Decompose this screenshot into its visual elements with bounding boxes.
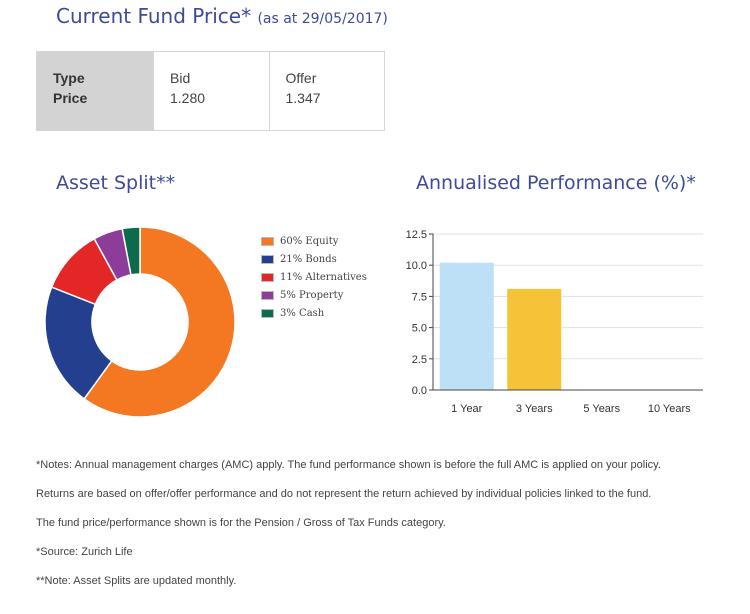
legend-item: 5% Property	[261, 286, 367, 304]
y-tick-label: 5.0	[412, 323, 427, 335]
bid-cell: Bid 1.280	[153, 51, 270, 131]
x-tick-label: 10 Years	[648, 403, 691, 415]
note-amc: *Notes: Annual management charges (AMC) …	[36, 459, 661, 471]
bid-type: Bid	[170, 70, 191, 86]
asset-split-title: Asset Split**	[56, 172, 176, 194]
offer-price: 1.347	[285, 90, 321, 106]
fund-price-title: Current Fund Price* (as at 29/05/2017)	[56, 4, 388, 28]
legend-label: 60% Equity	[280, 235, 339, 247]
fund-price-table: Type Price Bid 1.280 Offer 1.347	[36, 51, 385, 131]
note-source: *Source: Zurich Life	[36, 546, 133, 558]
table-row: Type Price Bid 1.280 Offer 1.347	[36, 51, 385, 131]
legend-item: 11% Alternatives	[261, 268, 367, 286]
legend-swatch	[261, 308, 274, 318]
legend-label: 5% Property	[280, 289, 344, 301]
note-category: The fund price/performance shown is for …	[36, 517, 446, 529]
y-tick-label: 10.0	[406, 260, 427, 272]
x-tick-label: 5 Years	[583, 403, 620, 415]
footnotes: *Notes: Annual management charges (AMC) …	[36, 458, 661, 603]
offer-type: Offer	[285, 70, 317, 86]
price-header: Price	[53, 90, 88, 106]
bid-price: 1.280	[170, 90, 206, 106]
y-tick-label: 7.5	[412, 291, 427, 303]
asset-split-legend: 60% Equity 21% Bonds 11% Alternatives 5% Pr…	[261, 232, 367, 322]
legend-item: 21% Bonds	[261, 250, 367, 268]
legend-swatch	[261, 290, 274, 300]
y-tick-label: 2.5	[412, 354, 427, 366]
asset-split-donut-chart	[44, 226, 236, 418]
note-asset-splits: **Note: Asset Splits are updated monthly…	[36, 575, 237, 587]
type-header: Type	[53, 70, 85, 86]
donut-slice	[44, 286, 113, 400]
x-tick-label: 3 Years	[516, 403, 553, 415]
donut-slice	[121, 226, 141, 276]
bar	[439, 262, 494, 390]
fund-price-title-text: Current Fund Price*	[56, 4, 252, 28]
legend-item: 60% Equity	[261, 232, 367, 250]
note-returns: Returns are based on offer/offer perform…	[36, 488, 652, 500]
bar	[507, 288, 562, 390]
legend-label: 3% Cash	[280, 307, 325, 319]
legend-swatch	[261, 254, 274, 264]
legend-label: 11% Alternatives	[280, 271, 367, 283]
y-tick-label: 0.0	[412, 385, 427, 397]
legend-label: 21% Bonds	[280, 253, 337, 265]
price-table-header: Type Price	[36, 51, 154, 131]
performance-bar-chart: 0.0 2.5 5.0 7.5 10.0 12.5 1 Year 3 Years 5 Years…	[406, 229, 703, 415]
performance-title: Annualised Performance (%)*	[416, 172, 696, 194]
legend-swatch	[261, 236, 274, 246]
donut-slice	[83, 226, 236, 418]
fund-price-date: (as at 29/05/2017)	[257, 11, 388, 27]
legend-item: 3% Cash	[261, 304, 367, 322]
legend-swatch	[261, 272, 274, 282]
y-tick-label: 12.5	[406, 229, 427, 241]
offer-cell: Offer 1.347	[268, 51, 385, 131]
x-tick-label: 1 Year	[451, 403, 483, 415]
